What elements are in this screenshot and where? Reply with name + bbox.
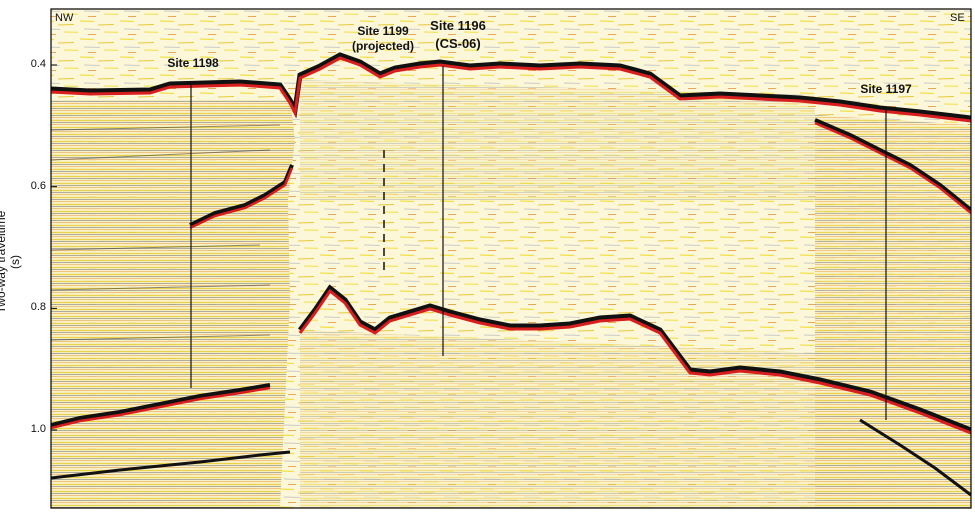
site-1199-sublabel: (projected)	[351, 39, 414, 53]
seafloor-reflector-red	[51, 56, 971, 123]
y-tick-label: 0.8	[30, 301, 46, 314]
y-tick-label: 0.4	[30, 58, 46, 70]
se-dipping-reflector-red	[814, 121, 971, 214]
mid-upper-layers	[300, 80, 815, 200]
site-1198-title: Site 1198	[167, 56, 219, 70]
plot-frame	[50, 8, 972, 509]
site-1196-title: Site 1196	[430, 18, 486, 33]
site-1197-label: Site 1197	[852, 82, 920, 97]
direction-se-label: SE	[950, 12, 965, 24]
y-axis-label: Two-way traveltime (s)	[0, 210, 22, 314]
basement-reflector-black	[298, 284, 971, 433]
site-1196-label: Site 1196 (CS-06)	[418, 17, 498, 53]
site-1196-sublabel: (CS-06)	[435, 36, 481, 51]
site-1198-label: Site 1198	[160, 56, 226, 71]
se-dipping-reflector-black	[814, 118, 971, 212]
nw-deep-reflector-black	[51, 383, 271, 427]
direction-nw-label: NW	[55, 12, 74, 24]
site-1199-label: Site 1199 (projected)	[343, 24, 423, 54]
nw-sediment-streaks	[51, 124, 281, 341]
mid-lower-layers	[300, 330, 971, 508]
nw-lowest-reflector	[51, 450, 291, 480]
y-tick-label: 1.0	[30, 423, 46, 435]
site-1197-title: Site 1197	[860, 82, 912, 96]
nw-reflector-red	[189, 167, 294, 230]
nw-sediment-layers	[51, 100, 295, 508]
se-lower-reflector	[859, 418, 971, 497]
seafloor-reflector-black	[51, 52, 971, 121]
nw-deep-reflector-red	[51, 386, 271, 430]
site-1199-title: Site 1199	[357, 24, 409, 38]
basement-reflector-red	[298, 288, 971, 435]
y-tick-label: 0.6	[30, 179, 46, 192]
